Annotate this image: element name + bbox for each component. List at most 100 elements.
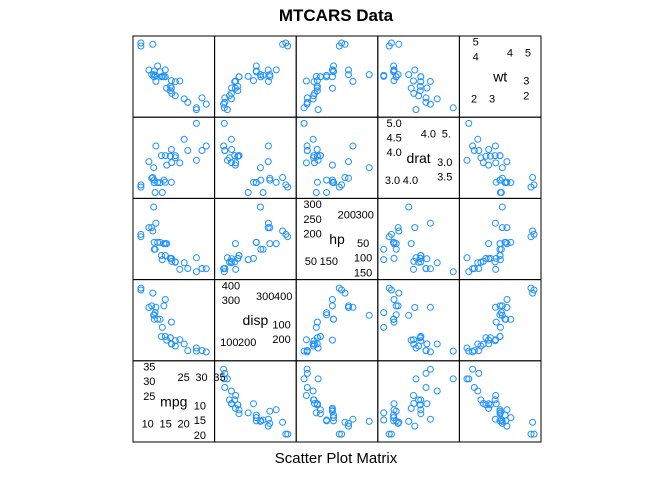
point-disp-vs-hp	[266, 240, 274, 248]
point-mpg-vs-hp	[167, 255, 175, 263]
point-drat-vs-mpg	[405, 417, 413, 425]
point-drat-vs-hp	[394, 224, 402, 232]
point-drat-vs-disp	[426, 303, 434, 311]
point-drat-vs-mpg	[422, 369, 430, 377]
point-drat-vs-mpg	[426, 415, 434, 423]
point-hp-vs-mpg	[345, 419, 352, 427]
point-disp-vs-wt	[244, 72, 252, 80]
point-wt-vs-hp	[503, 240, 511, 248]
point-wt-vs-drat	[463, 156, 471, 164]
point-mpg-vs-hp	[157, 252, 165, 259]
point-disp-vs-hp	[235, 252, 243, 259]
point-hp-vs-wt	[349, 77, 357, 85]
point-mpg-vs-hp	[137, 230, 145, 238]
diag-tick-label: 200	[238, 337, 256, 349]
point-drat-vs-mpg	[423, 400, 431, 408]
point-drat-vs-mpg	[387, 430, 395, 438]
point-disp-vs-drat	[221, 147, 229, 154]
point-disp-vs-hp	[256, 203, 264, 211]
point-mpg-vs-disp	[158, 323, 166, 331]
point-wt-vs-hp	[503, 224, 511, 232]
point-wt-vs-hp	[502, 238, 510, 246]
point-drat-vs-wt	[422, 98, 430, 106]
point-drat-vs-mpg	[411, 422, 419, 430]
point-drat-vs-mpg	[449, 375, 457, 383]
point-disp-vs-mpg	[220, 365, 228, 373]
point-mpg-vs-drat	[163, 161, 171, 169]
point-mpg-vs-wt	[150, 71, 158, 79]
point-drat-vs-wt	[392, 73, 400, 81]
point-disp-vs-drat	[250, 178, 257, 186]
point-disp-vs-wt	[250, 77, 257, 85]
point-disp-vs-hp	[232, 265, 240, 273]
point-drat-vs-disp	[410, 336, 417, 344]
point-hp-vs-drat	[313, 178, 321, 186]
point-hp-vs-wt	[330, 67, 337, 75]
point-drat-vs-wt	[395, 40, 403, 48]
point-wt-vs-drat	[492, 178, 500, 186]
point-drat-vs-disp	[411, 304, 419, 311]
point-wt-vs-mpg	[498, 417, 506, 425]
point-wt-vs-disp	[496, 323, 504, 331]
point-wt-vs-disp	[491, 337, 499, 345]
point-disp-vs-mpg	[228, 400, 236, 408]
point-hp-vs-wt	[313, 84, 321, 92]
point-disp-vs-mpg	[282, 430, 290, 438]
point-wt-vs-mpg	[527, 430, 535, 438]
point-hp-vs-drat	[302, 159, 310, 167]
point-wt-vs-mpg	[496, 406, 504, 414]
point-drat-vs-hp	[390, 254, 398, 262]
point-drat-vs-disp	[390, 318, 398, 326]
point-wt-vs-disp	[496, 333, 504, 340]
point-wt-vs-mpg	[503, 422, 511, 430]
point-drat-vs-mpg	[417, 396, 425, 404]
panel-frame	[132, 35, 216, 118]
point-mpg-vs-hp	[150, 203, 158, 211]
point-mpg-vs-disp	[184, 347, 192, 355]
point-mpg-vs-wt	[163, 84, 171, 92]
point-hp-vs-mpg	[341, 418, 349, 426]
point-hp-vs-mpg	[323, 417, 331, 425]
point-disp-vs-drat	[266, 174, 274, 182]
point-disp-vs-drat	[279, 174, 287, 181]
point-mpg-vs-drat	[192, 156, 200, 164]
point-drat-vs-hp	[387, 230, 395, 238]
diag-tick-label: 30	[143, 376, 155, 388]
point-hp-vs-wt	[365, 71, 373, 79]
point-mpg-vs-wt	[137, 42, 145, 50]
point-wt-vs-mpg	[492, 392, 500, 399]
point-hp-vs-drat	[341, 174, 349, 181]
point-disp-vs-drat	[228, 146, 236, 153]
point-hp-vs-mpg	[338, 430, 346, 438]
point-wt-vs-mpg	[491, 396, 499, 404]
point-disp-vs-hp	[220, 268, 228, 276]
diag-tick-label: 400	[222, 280, 240, 292]
diag-tick-label: 200	[303, 228, 321, 240]
point-hp-vs-drat	[309, 135, 317, 143]
point-wt-vs-drat	[470, 147, 478, 154]
point-hp-vs-wt	[328, 66, 336, 74]
point-disp-vs-wt	[231, 84, 239, 92]
point-mpg-vs-disp	[149, 289, 157, 297]
point-wt-vs-drat	[485, 161, 493, 169]
point-hp-vs-drat	[312, 189, 320, 196]
point-drat-vs-wt	[449, 104, 457, 112]
point-drat-vs-disp	[449, 347, 457, 355]
point-disp-vs-mpg	[264, 415, 272, 423]
point-disp-vs-drat	[220, 142, 228, 150]
point-mpg-vs-disp	[167, 318, 175, 326]
point-wt-vs-mpg	[492, 400, 500, 408]
point-drat-vs-mpg	[385, 430, 393, 438]
point-hp-vs-drat	[323, 189, 331, 196]
diag-tick-label: 100	[354, 253, 372, 265]
point-drat-vs-disp	[417, 333, 425, 340]
point-mpg-vs-wt	[154, 62, 162, 70]
point-mpg-vs-hp	[150, 238, 158, 246]
point-mpg-vs-wt	[161, 66, 169, 74]
point-drat-vs-disp	[422, 347, 430, 355]
point-hp-vs-wt	[302, 77, 310, 85]
diag-tick-label: 35	[213, 372, 225, 384]
diag-tick-label: 10	[142, 418, 154, 430]
point-disp-vs-wt	[223, 106, 231, 114]
point-drat-vs-hp	[426, 265, 434, 273]
